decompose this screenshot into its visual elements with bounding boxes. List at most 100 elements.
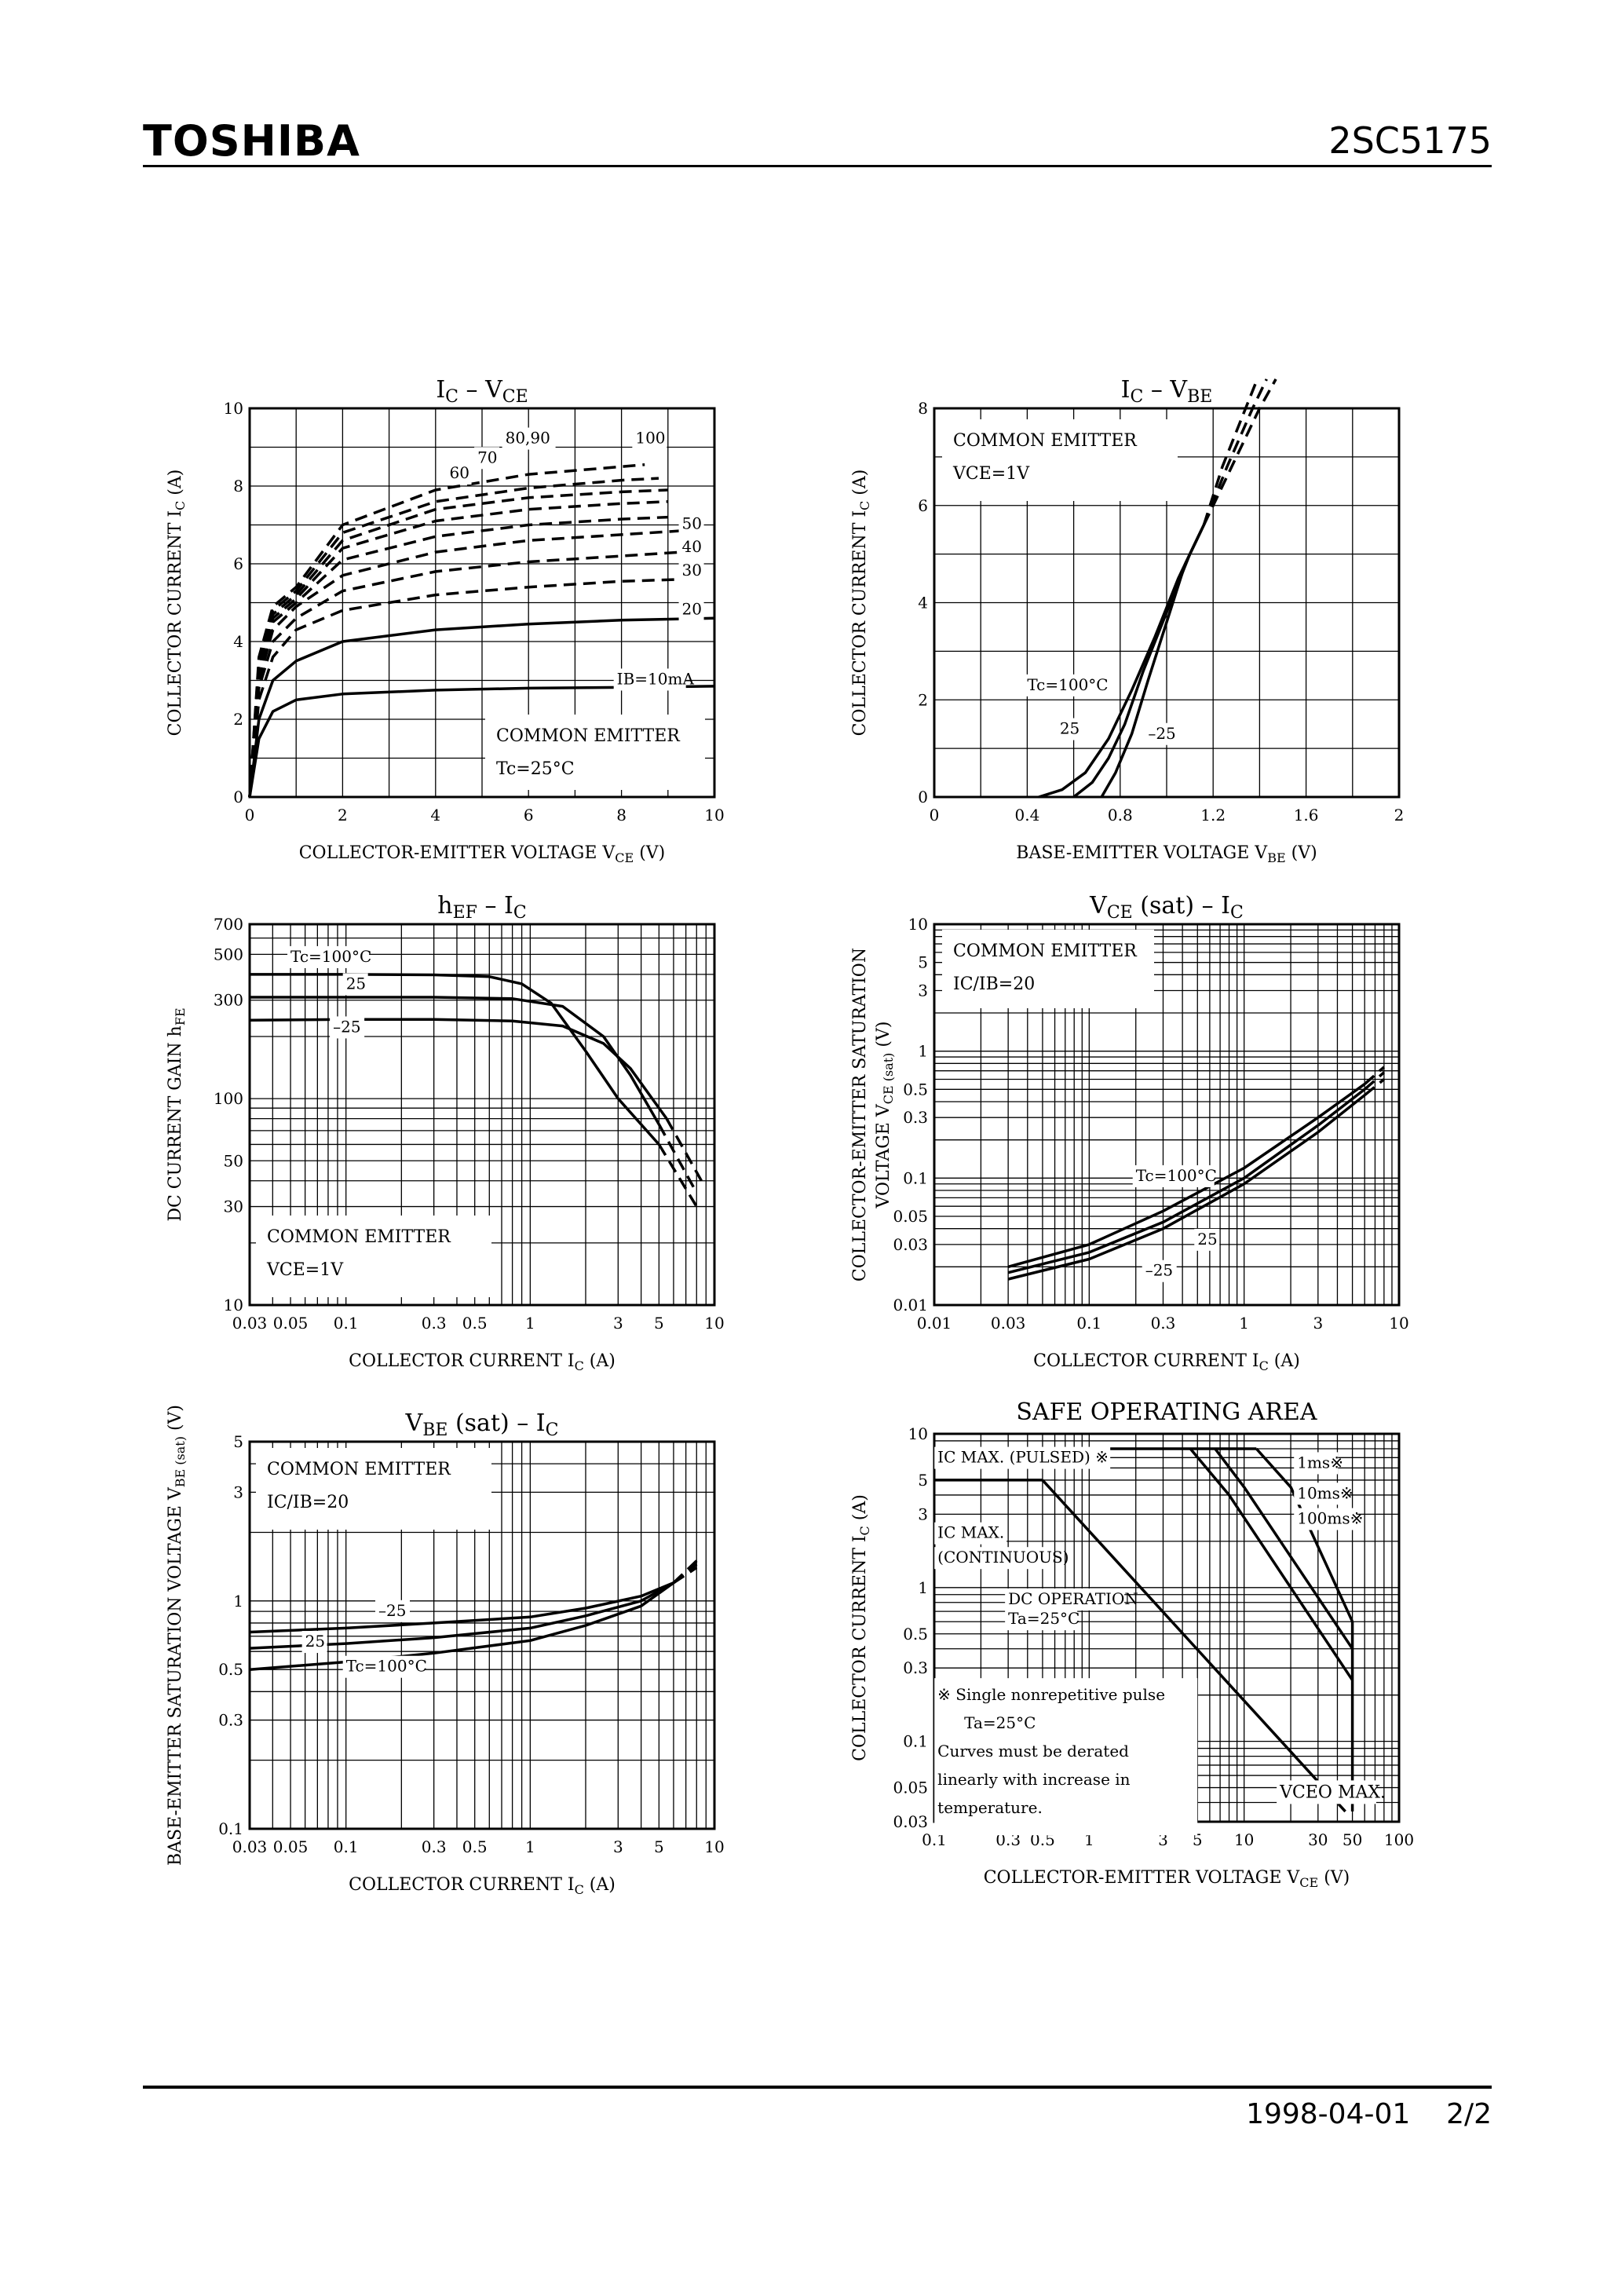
title-part: BE [422,1420,448,1440]
series-label: 40 [682,537,702,556]
y-tick-label: 0 [918,788,928,806]
footer-rule [143,2086,1492,2089]
y-tick-label: 3 [918,1504,928,1523]
ylabel-sub: C [857,1526,872,1535]
title-part: (sat) – I [1133,892,1230,919]
x-tick-label: 30 [1308,1830,1328,1849]
label-bg [613,668,686,691]
xlabel-sub: CE [1299,1875,1318,1890]
title-part: – I [477,892,513,919]
ylabel-unit: (V) [874,1022,893,1053]
x-tick-label: 3 [613,1837,623,1856]
x-tick-label: 0.5 [462,1837,488,1856]
note-line: COMMON EMITTER [496,726,681,746]
ylabel-text: COLLECTOR CURRENT I [850,1535,870,1760]
title-part: BE [1187,387,1212,407]
x-tick-label: 3 [613,1314,623,1333]
chart-title: SAFE OPERATING AREA [1016,1398,1317,1426]
x-tick-label: 1 [525,1314,535,1333]
x-tick-label: 0.4 [1014,806,1039,824]
series-label: Tc=100°C [1136,1166,1217,1185]
title-part: V [405,1409,424,1437]
title-part: h [437,892,452,919]
series-line [249,1581,674,1634]
note-box [942,419,1178,501]
label-bg [1194,1228,1220,1251]
xlabel-sub: BE [1267,850,1285,865]
y-tick-label: 0.01 [893,1296,928,1314]
label-bg [1056,718,1082,740]
note-box [485,715,705,790]
y-axis-label: COLLECTOR CURRENT IC (A) [850,1494,872,1761]
y-tick-label: 3 [918,982,928,1000]
y-axis-label: COLLECTOR-EMITTER SATURATION [850,948,870,1281]
y-axis-label: COLLECTOR CURRENT IC (A) [850,470,872,737]
series-label: 100ms※ [1297,1509,1363,1528]
label-bg [678,598,704,621]
series-label: 100 [635,429,665,448]
label-bg [632,427,667,450]
x-tick-label: 10 [704,806,724,824]
series-line [248,685,715,798]
series-label: IC MAX. (PULSED) ※ [937,1448,1109,1467]
label-bg [934,1547,1054,1570]
label-bg [342,1655,425,1678]
series-line [672,1566,698,1585]
ylabel-sub: C [173,501,188,510]
y-tick-label: 10 [908,1424,928,1443]
series-line [1255,1447,1354,1622]
series-label: 25 [346,974,366,993]
plot-frame [248,923,716,1307]
series-line [248,488,668,798]
y-tick-label: 300 [214,991,243,1010]
y-tick-label: 0.03 [893,1812,928,1831]
x-tick-label: 10 [1234,1830,1254,1849]
series-label: 70 [477,448,497,466]
x-tick-label: 0.3 [1151,1314,1176,1333]
series-label: IC MAX. [937,1523,1004,1542]
series-label: –25 [333,1017,360,1036]
footnote-line: Curves must be derated [937,1742,1129,1760]
x-tick-label: 0.5 [462,1314,488,1333]
series-line [1202,378,1268,526]
y-tick-label: 2 [233,710,243,729]
x-tick-label: 100 [1384,1830,1414,1849]
x-tick-label: 0.05 [273,1314,309,1333]
series-line [250,973,660,1146]
plot-frame [933,407,1401,799]
series-line [1041,1479,1346,1813]
series-label: 20 [682,599,702,618]
footnote-line: temperature. [937,1798,1043,1817]
series-label: 25 [1197,1230,1217,1249]
part-number: 2SC5175 [1328,119,1492,162]
brand-logo: TOSHIBA [143,116,360,166]
label-bg [1294,1452,1339,1475]
plot-frame [933,923,1401,1307]
note-line: IC/IB=20 [267,1493,349,1512]
label-bg [1005,1588,1125,1610]
title-part: C [445,387,458,407]
y-tick-label: 0.1 [903,1168,928,1187]
series-label: (CONTINUOUS) [937,1548,1069,1567]
series-label: Tc=100°C [1027,675,1108,694]
x-tick-label: 0.3 [422,1837,447,1856]
title-part: CE [502,387,528,407]
x-tick-label: 10 [1389,1314,1408,1333]
series-label: 50 [682,514,702,532]
y-tick-label: 6 [918,496,928,515]
series-line [1100,524,1205,798]
series-label: Ta=25°C [1008,1609,1080,1628]
x-tick-label: 8 [616,806,627,824]
y-tick-label: 0.3 [218,1711,243,1730]
ylabel-unit: (V) [166,1405,185,1436]
y-tick-label: 50 [224,1151,243,1170]
x-axis-label: COLLECTOR-EMITTER VOLTAGE VCE (V) [299,843,666,865]
series-line [1007,1094,1366,1281]
label-bg [1142,1260,1177,1282]
series-label: 25 [305,1632,325,1651]
x-tick-label: 0.3 [422,1314,447,1333]
label-bg [1024,674,1106,696]
title-part: – V [1143,376,1188,404]
x-tick-label: 0.1 [334,1837,359,1856]
